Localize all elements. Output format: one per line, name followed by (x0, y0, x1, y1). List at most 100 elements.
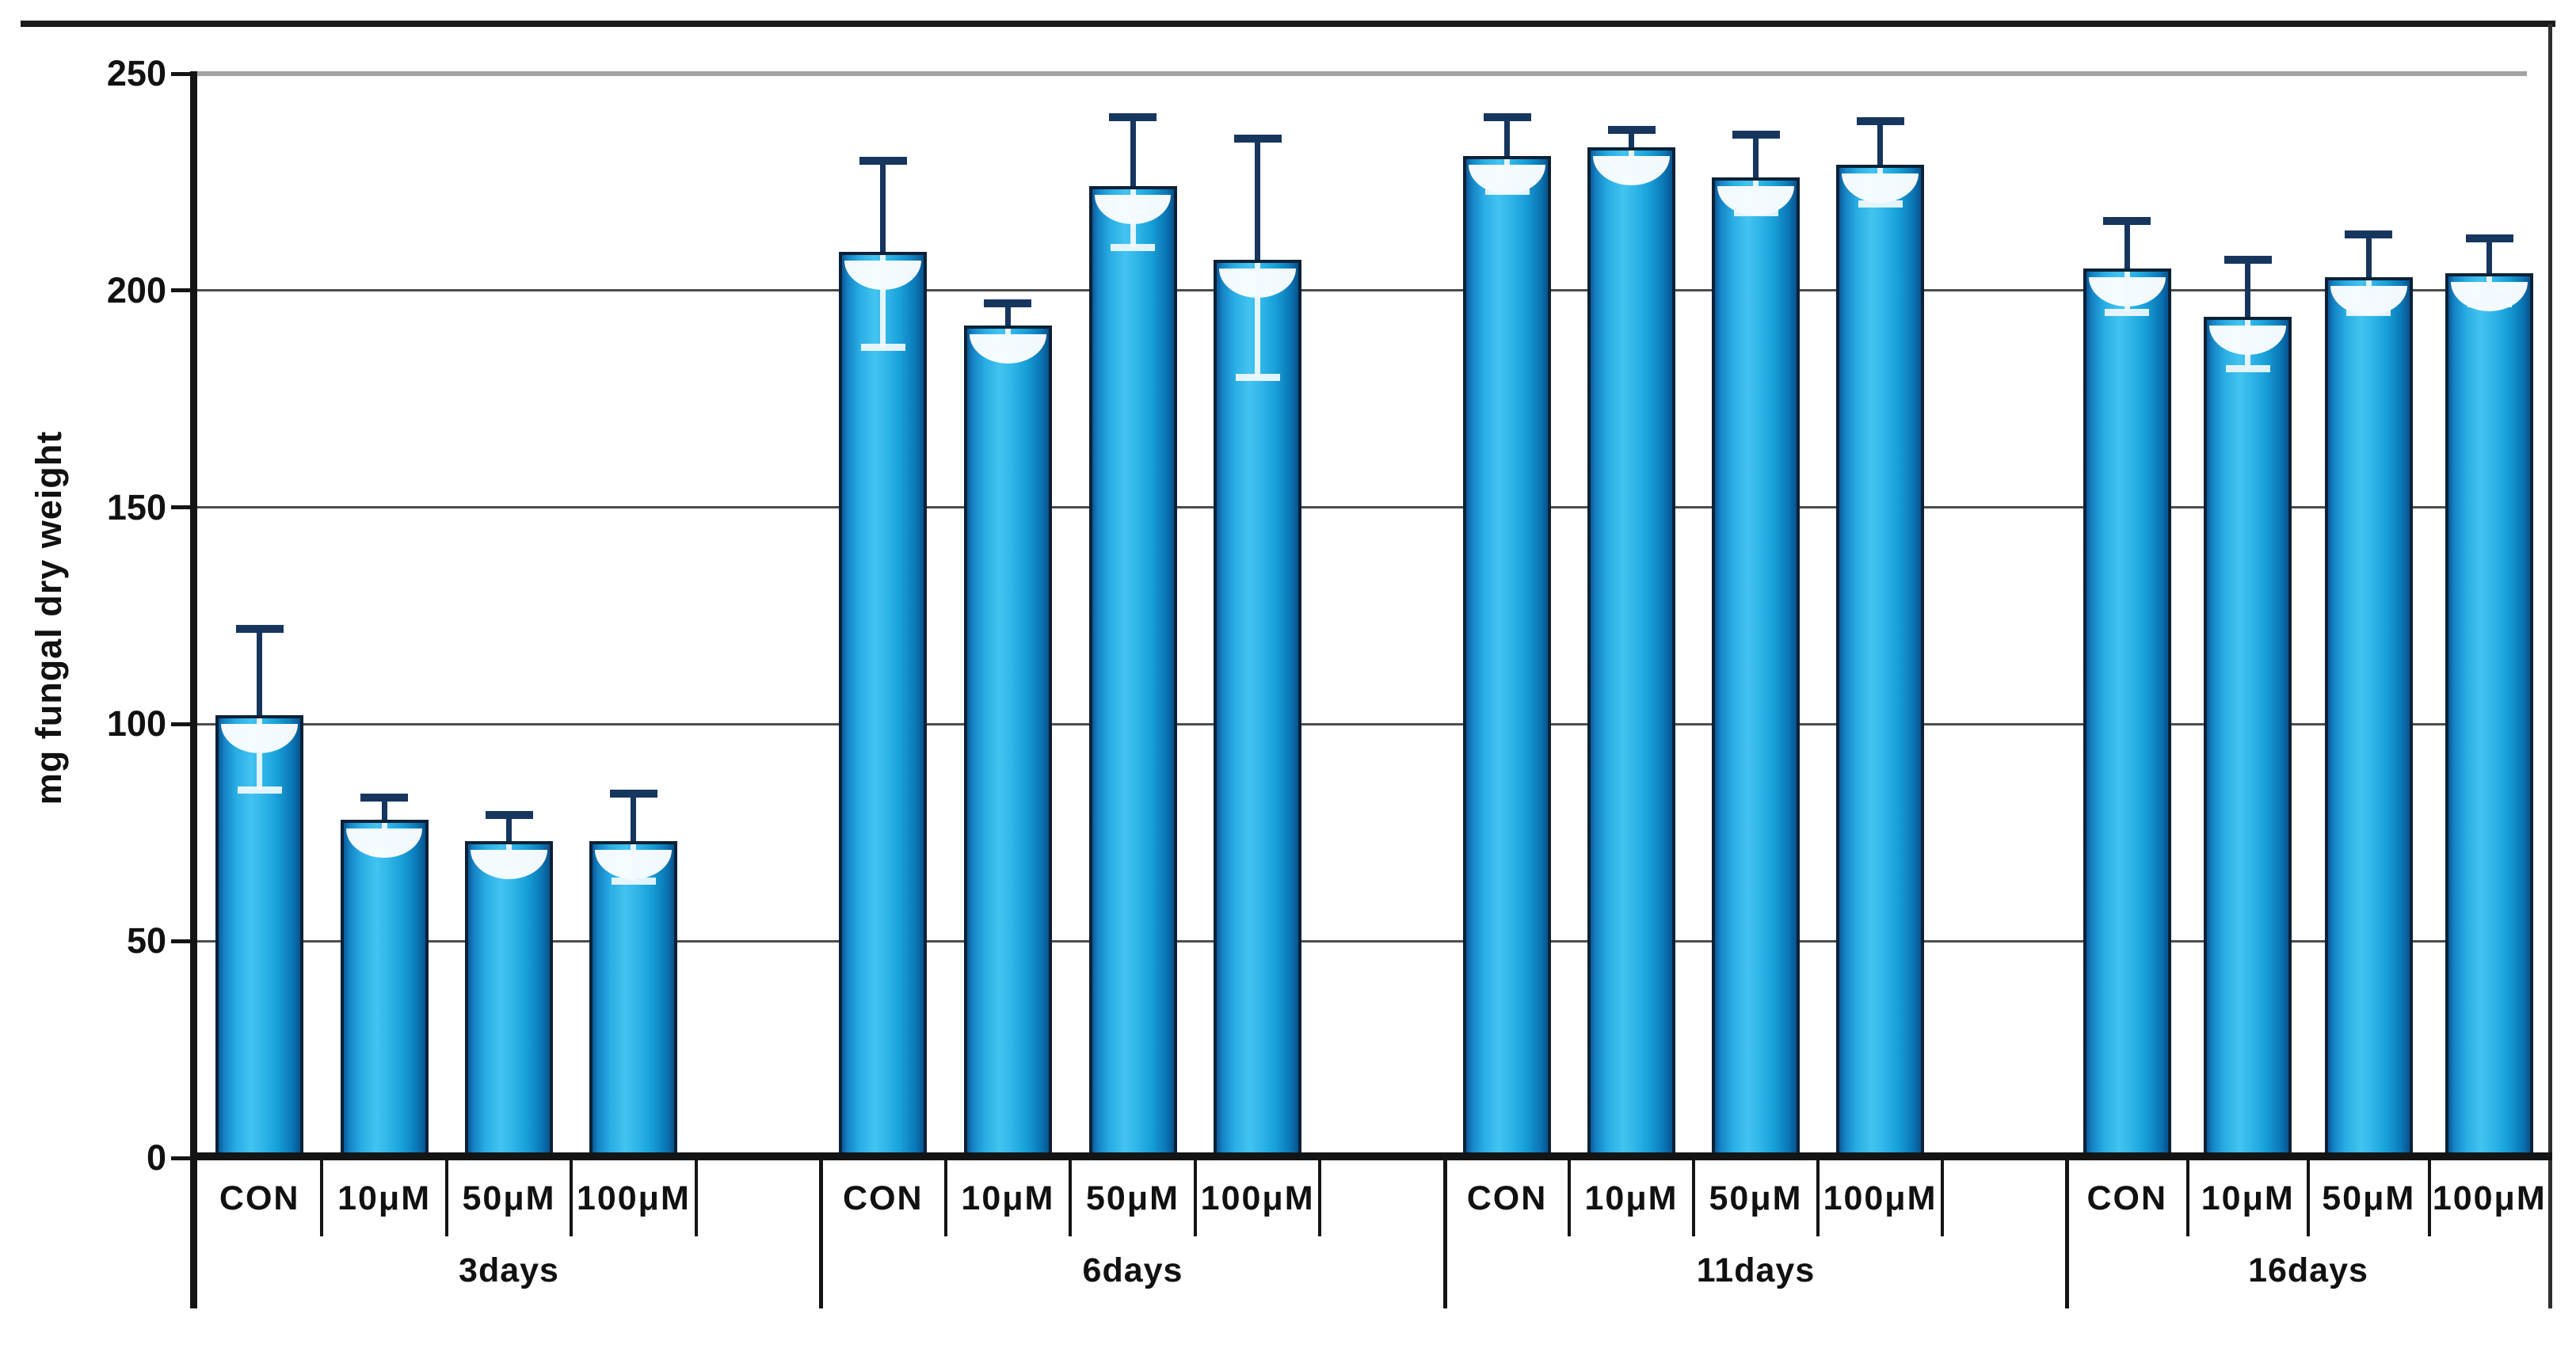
error-bar-cap-top (485, 811, 533, 820)
error-bar-cap-bottom (1235, 374, 1280, 382)
bar-11days-CON (1463, 156, 1551, 1158)
error-bar-cap-top (1607, 126, 1656, 135)
x-category-label: 10μM (1584, 1179, 1679, 1217)
category-tick (1069, 1160, 1073, 1236)
x-category-label: 50μM (1086, 1179, 1179, 1217)
error-bar-cap-top (235, 624, 284, 633)
error-bar-upper (1004, 303, 1011, 326)
y-tick-mark-150 (171, 505, 192, 510)
y-axis-title: mg fungal dry weight (29, 430, 69, 805)
bar-11days-50μM (1712, 177, 1800, 1158)
bar-16days-10μM (2204, 316, 2292, 1158)
x-group-label: 3days (459, 1251, 559, 1289)
bar-16days-100μM (2445, 272, 2534, 1158)
x-category-label: 100μM (2432, 1179, 2547, 1217)
error-bar-upper (1753, 134, 1759, 178)
error-bar-upper (1504, 116, 1510, 157)
error-bar-lower (880, 254, 886, 347)
error-bar-cap-bottom (2105, 309, 2150, 317)
group-separator (818, 1160, 823, 1308)
category-tick (570, 1160, 574, 1236)
error-bar-lower (631, 844, 637, 881)
y-tick-mark-0 (171, 1156, 192, 1160)
bar-6days-CON (839, 251, 928, 1158)
y-tick-mark-250 (171, 71, 192, 76)
y-axis-line (190, 71, 197, 1308)
x-category-label: CON (2086, 1179, 2168, 1217)
error-bar-cap-top (609, 790, 657, 798)
error-bar-cap-top (984, 299, 1032, 308)
x-group-label: 11days (1696, 1251, 1816, 1289)
plot-right-border (2548, 24, 2552, 1308)
error-bar-lower (2245, 319, 2251, 369)
error-bar-cap-top (1233, 135, 1282, 143)
error-bar-cap-top (1732, 130, 1780, 139)
error-bar-upper (1130, 116, 1136, 187)
error-bar-lower (1255, 263, 1261, 378)
error-bar-lower (1753, 181, 1759, 213)
category-tick (1692, 1160, 1695, 1236)
error-bar-cap-bottom (237, 786, 282, 794)
error-bar-lower (257, 718, 263, 790)
y-tick-label-200: 200 (106, 269, 166, 310)
error-bar-lower (506, 844, 512, 863)
error-bar-lower (2486, 276, 2493, 304)
error-bar-cap-top (2465, 234, 2513, 243)
error-bar-cap-top (1483, 112, 1531, 121)
error-bar-lower (1004, 328, 1011, 347)
x-category-label: 10μM (961, 1179, 1055, 1217)
y-tick-mark-100 (171, 722, 192, 726)
error-bar-upper (880, 160, 886, 252)
error-bar-cap-bottom (1111, 244, 1155, 252)
x-category-label: CON (219, 1179, 300, 1217)
gridline-100 (197, 722, 2527, 726)
error-bar-lower (1629, 150, 1634, 169)
category-tick (2427, 1160, 2431, 1236)
error-bar-cap-bottom (1484, 187, 1530, 195)
gridline-200 (197, 289, 2527, 292)
bar-3days-10μM (340, 819, 429, 1158)
error-bar-upper (2245, 260, 2251, 317)
y-tick-label-150: 150 (106, 486, 166, 527)
error-bar-upper (2124, 221, 2130, 269)
category-tick (1568, 1160, 1571, 1236)
figure-top-border (21, 21, 2555, 27)
category-tick (1193, 1160, 1197, 1236)
error-bar-lower (1130, 189, 1136, 248)
gridline-50 (197, 939, 2527, 943)
category-tick (1318, 1160, 1322, 1236)
error-bar-upper (1255, 139, 1261, 261)
x-category-label: 50μM (1709, 1179, 1803, 1217)
gridline-250 (197, 71, 2527, 76)
x-category-label: 100μM (1823, 1179, 1938, 1217)
x-group-label: 16days (2248, 1251, 2368, 1289)
y-tick-mark-50 (171, 939, 192, 943)
bar-16days-50μM (2324, 277, 2413, 1158)
error-bar-cap-top (2103, 217, 2151, 226)
x-category-label: CON (843, 1179, 924, 1217)
error-bar-cap-top (2345, 230, 2393, 238)
error-bar-cap-bottom (486, 859, 532, 867)
error-bar-upper (2486, 238, 2493, 273)
category-tick (444, 1160, 448, 1236)
y-tick-label-50: 50 (126, 920, 166, 962)
x-group-label: 6days (1082, 1251, 1183, 1289)
error-bar-cap-bottom (362, 838, 407, 846)
error-bar-lower (2124, 272, 2130, 313)
category-tick (2307, 1160, 2310, 1236)
y-tick-label-100: 100 (106, 703, 166, 745)
category-tick (694, 1160, 698, 1236)
category-tick (943, 1160, 947, 1236)
error-bar-cap-bottom (2225, 365, 2270, 373)
bar-3days-100μM (589, 841, 678, 1158)
error-bar-cap-bottom (985, 343, 1031, 351)
category-tick (2185, 1160, 2189, 1236)
error-bar-cap-bottom (611, 877, 656, 885)
error-bar-cap-top (1856, 117, 1904, 126)
error-bar-lower (2365, 280, 2372, 313)
error-bar-cap-bottom (1733, 209, 1778, 217)
error-bar-upper (1629, 130, 1634, 148)
y-tick-label-250: 250 (106, 53, 166, 93)
group-separator (2064, 1160, 2069, 1308)
error-bar-lower (1877, 167, 1883, 204)
